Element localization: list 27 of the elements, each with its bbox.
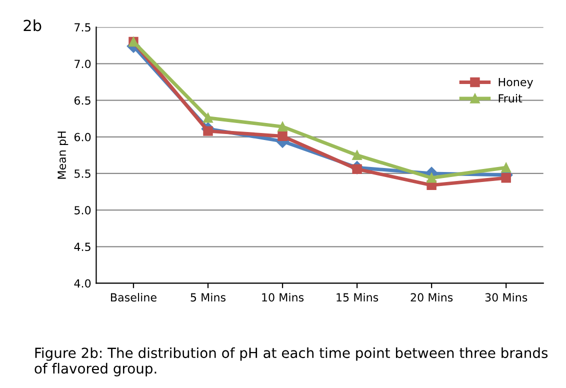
x-tick-label: 10 Mins xyxy=(262,292,304,302)
y-tick-label: 7.5 xyxy=(74,23,90,32)
point xyxy=(501,173,511,183)
point xyxy=(203,113,213,123)
legend-label: Fruit xyxy=(498,94,522,103)
point xyxy=(278,122,288,132)
y-tick-label: 7.0 xyxy=(74,60,91,68)
point xyxy=(278,131,288,142)
x-tick-label: 15 Mins xyxy=(336,292,378,302)
legend-label: Honey xyxy=(498,78,534,88)
point xyxy=(203,126,213,136)
x-tick-label: 5 Mins xyxy=(190,292,226,302)
caption: Figure 2b: The distribution of pH at each time point between three brands of flavored group. xyxy=(34,347,548,376)
text: 2b xyxy=(24,19,42,32)
y-tick-label: 5.5 xyxy=(74,170,90,178)
y-tick-label: 6.0 xyxy=(74,132,91,142)
y-tick-label: 4.5 xyxy=(74,242,90,252)
x-tick-label: 30 Mins xyxy=(485,292,528,302)
point xyxy=(352,150,362,160)
y-axis-title: Mean pH xyxy=(58,132,68,179)
x-tick-label: Baseline xyxy=(111,292,156,302)
point xyxy=(426,173,436,183)
y-tick-label: 4.0 xyxy=(74,279,91,288)
y-tick-label: 6.5 xyxy=(74,96,90,105)
x-tick-label: 20 Mins xyxy=(410,292,453,302)
y-tick-label: 5.0 xyxy=(74,206,91,214)
point xyxy=(501,162,511,172)
